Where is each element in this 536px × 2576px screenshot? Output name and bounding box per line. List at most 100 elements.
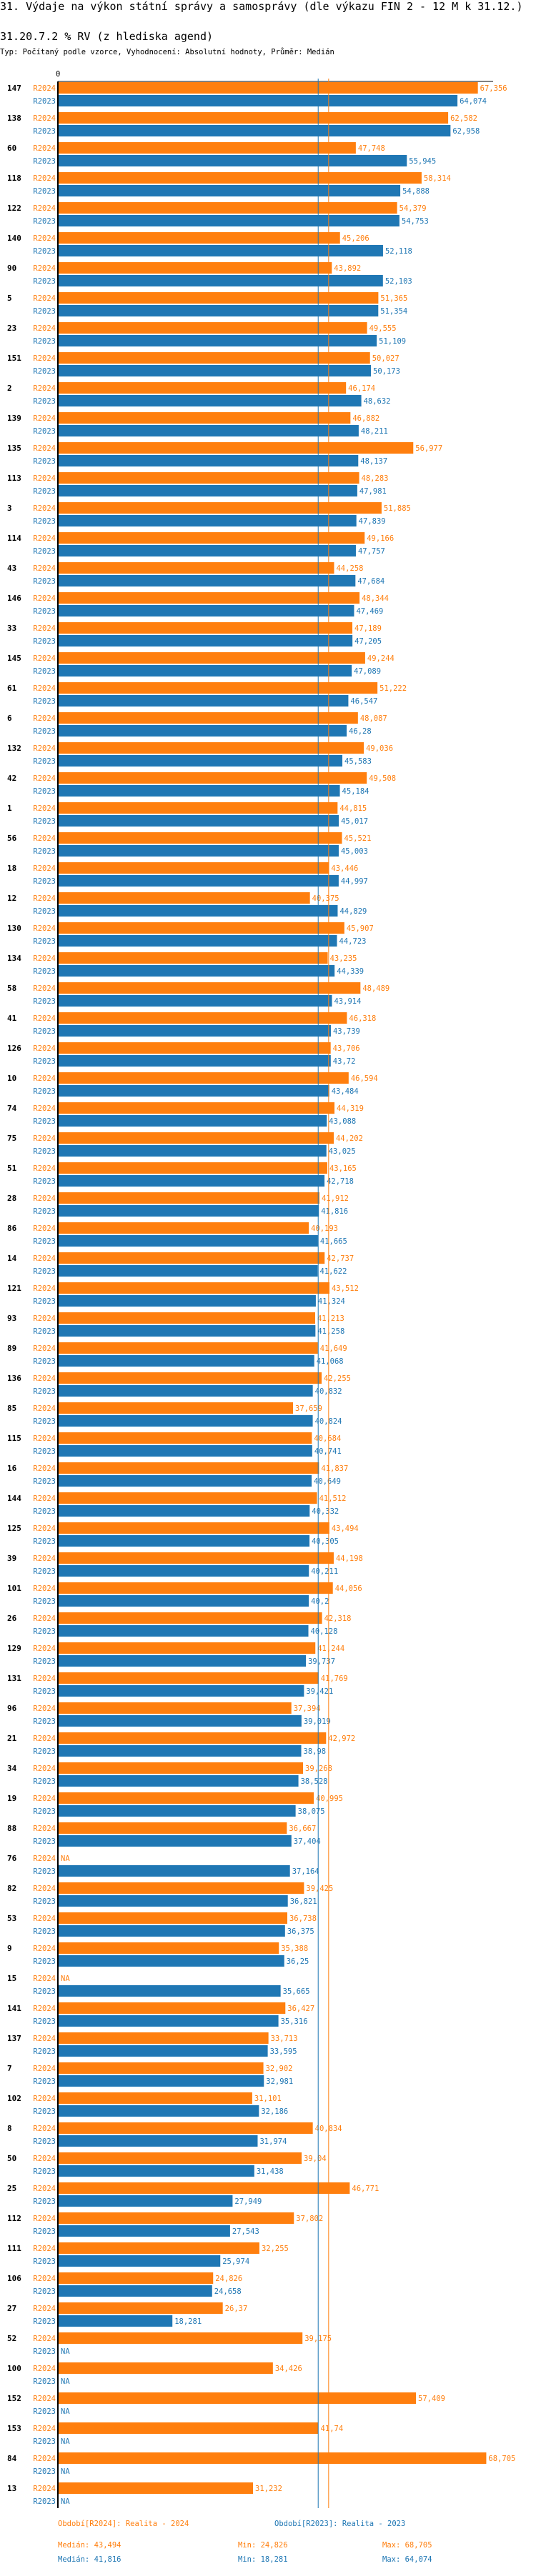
series-label: R2024 — [33, 2065, 56, 2073]
series-label: R2024 — [33, 1254, 56, 1263]
series-label: R2024 — [33, 2275, 56, 2283]
bar-r2024 — [59, 652, 365, 664]
category-label: 114 — [7, 534, 21, 543]
na-label: NA — [61, 2467, 70, 2476]
category-label: 90 — [7, 264, 16, 273]
data-label: 18,281 — [174, 2317, 202, 2326]
bar-group: 114 R2024 49,166 R2023 47,757 — [7, 532, 394, 556]
page-title: 31. Výdaje na výkon státní správy a samo… — [0, 0, 523, 13]
series-label: R2023 — [33, 1027, 56, 1036]
bar-r2024 — [59, 172, 422, 184]
data-label: 40,305 — [312, 1537, 339, 1546]
bar-r2024 — [59, 1942, 279, 1954]
category-label: 129 — [7, 1644, 21, 1653]
bar-r2023 — [59, 1775, 299, 1787]
bar-r2024 — [59, 1132, 334, 1144]
data-label: 46,174 — [348, 384, 375, 393]
data-label: 31,232 — [255, 2485, 282, 2493]
bar-r2023 — [59, 905, 338, 917]
category-label: 16 — [7, 1464, 17, 1473]
category-label: 18 — [7, 864, 16, 873]
series-label: R2023 — [33, 757, 56, 766]
bar-r2023 — [59, 1385, 313, 1397]
data-label: 42,737 — [327, 1254, 354, 1263]
bar-r2023 — [59, 1175, 325, 1187]
bar-r2024 — [59, 352, 370, 364]
series-label: R2023 — [33, 2407, 56, 2416]
series-label: R2023 — [33, 247, 56, 256]
bar-r2023 — [59, 155, 407, 166]
category-label: 51 — [7, 1164, 17, 1173]
data-label: 62,582 — [450, 114, 477, 123]
category-label: 76 — [7, 1854, 17, 1863]
bar-group: 50 R2024 39,04 R2023 31,438 — [7, 2152, 327, 2177]
bar-r2023 — [59, 2135, 258, 2147]
data-label: 31,438 — [257, 2167, 284, 2176]
data-label: 51,354 — [380, 307, 407, 316]
data-label: 34,426 — [275, 2365, 302, 2373]
data-label: 40,128 — [311, 1627, 338, 1636]
series-label: R2024 — [33, 1794, 56, 1803]
chart-title: 31.20.7.2 % RV (z hlediska agend) — [0, 30, 213, 43]
bar-group: 41 R2024 46,318 R2023 43,739 — [7, 1012, 376, 1037]
bar-r2024 — [59, 382, 347, 394]
category-label: 84 — [7, 2454, 17, 2463]
bar-group: 102 R2024 31,101 R2023 32,186 — [7, 2092, 288, 2117]
series-label: R2023 — [33, 2497, 56, 2506]
data-label: 46,547 — [350, 697, 377, 706]
bar-group: 101 R2024 44,056 R2023 40,2 — [7, 1582, 362, 1607]
na-label: NA — [61, 2437, 70, 2446]
data-label: 48,344 — [362, 594, 389, 603]
data-label: 42,255 — [324, 1374, 351, 1383]
data-label: 38,075 — [298, 1807, 325, 1816]
series-label: R2024 — [33, 684, 56, 693]
data-label: 43,446 — [331, 864, 358, 873]
series-label: R2023 — [33, 1987, 56, 1996]
series-label: R2023 — [33, 1807, 56, 1816]
bar-r2024 — [59, 1432, 312, 1444]
series-label: R2024 — [33, 1945, 56, 1953]
series-label: R2024 — [33, 564, 56, 573]
series-label: R2024 — [33, 924, 56, 933]
category-label: 137 — [7, 2034, 21, 2043]
category-label: 13 — [7, 2484, 16, 2493]
bar-r2023 — [59, 1865, 290, 1877]
bar-r2024 — [59, 2182, 350, 2194]
series-label: R2024 — [33, 864, 56, 873]
bar-r2024 — [59, 532, 365, 544]
series-label: R2023 — [33, 847, 56, 856]
category-label: 152 — [7, 2394, 21, 2403]
bar-group: 53 R2024 36,738 R2023 36,375 — [7, 1912, 317, 1937]
bar-r2023 — [59, 2165, 254, 2177]
data-label: 41,665 — [320, 1237, 347, 1246]
bar-group: 34 R2024 39,268 R2023 38,528 — [7, 1762, 332, 1787]
series-label: R2024 — [33, 2395, 56, 2403]
bar-group: 111 R2024 32,255 R2023 25,974 — [7, 2242, 289, 2267]
bar-r2024 — [59, 1012, 347, 1024]
bar-group: 6 R2024 48,087 R2023 46,28 — [7, 712, 387, 737]
data-label: 27,543 — [232, 2227, 259, 2236]
bar-r2023 — [59, 335, 377, 346]
data-label: 40,332 — [312, 1507, 339, 1516]
bar-r2023 — [59, 605, 354, 616]
category-label: 34 — [7, 1764, 17, 1773]
data-label: 40,741 — [314, 1447, 342, 1456]
data-label: 41,512 — [319, 1494, 347, 1503]
data-label: 42,718 — [327, 1177, 354, 1186]
series-label: R2024 — [33, 1224, 56, 1233]
bar-group: 75 R2024 44,202 R2023 43,025 — [7, 1132, 363, 1157]
bar-r2023 — [59, 185, 401, 196]
category-label: 12 — [7, 894, 16, 903]
category-label: 115 — [7, 1434, 21, 1443]
data-label: 41,649 — [320, 1344, 347, 1353]
data-label: 68,705 — [488, 2455, 515, 2463]
series-label: R2023 — [33, 1537, 56, 1546]
data-label: 51,885 — [384, 504, 411, 513]
bar-r2024 — [59, 1492, 317, 1504]
bar-group: 135 R2024 56,977 R2023 48,137 — [7, 442, 442, 466]
bar-r2024 — [59, 2302, 223, 2314]
data-label: 46,28 — [349, 727, 372, 736]
series-label: R2023 — [33, 367, 56, 376]
bar-r2024 — [59, 2152, 302, 2164]
series-label: R2024 — [33, 1104, 56, 1113]
